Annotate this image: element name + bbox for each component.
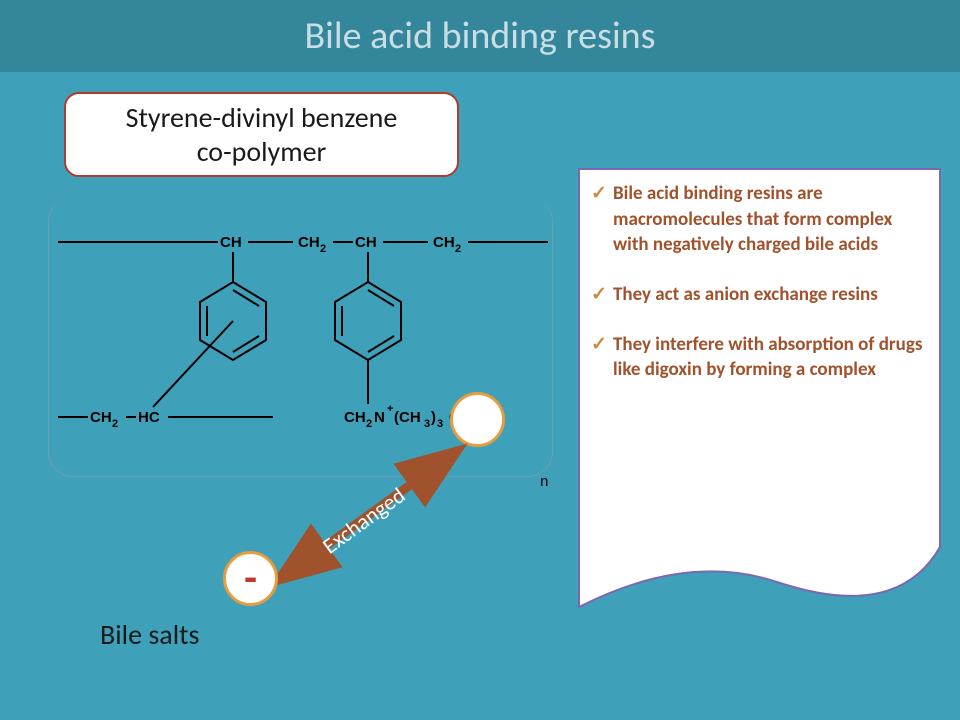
- svg-text:3: 3: [437, 418, 443, 430]
- svg-text:): ): [431, 409, 436, 426]
- svg-text:CH: CH: [433, 234, 455, 251]
- svg-text:2: 2: [366, 418, 372, 430]
- minus-sign: -: [244, 553, 257, 604]
- info-item-1: ✓ Bile acid binding resins are macromole…: [591, 181, 928, 258]
- copolymer-label-box: Styrene-divinyl benzene co-polymer: [64, 92, 459, 177]
- svg-text:3: 3: [424, 418, 430, 430]
- info-item-2: ✓ They act as anion exchange resins: [591, 282, 928, 308]
- check-icon: ✓: [591, 332, 607, 358]
- svg-text:2: 2: [320, 243, 326, 255]
- svg-text:2: 2: [455, 243, 461, 255]
- info-content: ✓ Bile acid binding resins are macromole…: [591, 181, 928, 407]
- copolymer-text: Styrene-divinyl benzene co-polymer: [126, 101, 398, 168]
- check-icon: ✓: [591, 181, 607, 207]
- info-item-3: ✓ They interfere with absorption of drug…: [591, 332, 928, 383]
- check-icon: ✓: [591, 282, 607, 308]
- svg-text:CH: CH: [344, 409, 366, 426]
- svg-text:CH: CH: [355, 234, 377, 251]
- bile-salt-charge-circle: -: [223, 551, 278, 606]
- svg-text:CH: CH: [90, 409, 112, 426]
- page-title: Bile acid binding resins: [305, 13, 656, 59]
- polymer-n-label: n: [540, 472, 548, 491]
- header-bar: Bile acid binding resins: [0, 0, 960, 72]
- main-area: Styrene-divinyl benzene co-polymer: [0, 72, 960, 720]
- svg-text:2: 2: [112, 418, 118, 430]
- svg-text:CH: CH: [298, 234, 320, 251]
- svg-text:HC: HC: [138, 409, 160, 426]
- svg-text:(CH: (CH: [394, 409, 421, 426]
- svg-text:N: N: [374, 409, 385, 426]
- svg-text:+: +: [387, 403, 393, 415]
- svg-text:CH: CH: [220, 234, 242, 251]
- info-panel: ✓ Bile acid binding resins are macromole…: [577, 167, 942, 622]
- bile-salts-label: Bile salts: [100, 617, 199, 652]
